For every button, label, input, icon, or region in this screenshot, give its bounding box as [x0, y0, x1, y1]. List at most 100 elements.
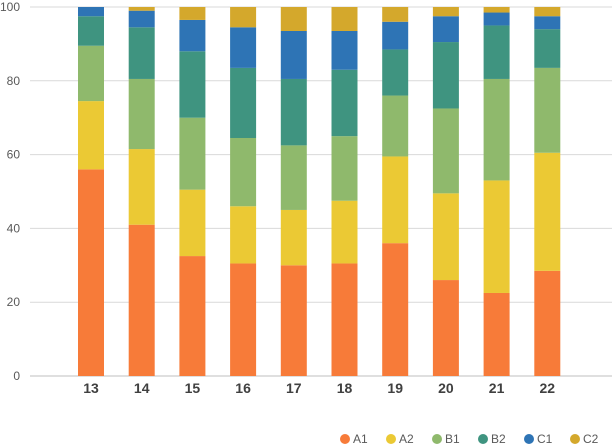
- bar-segment-B2-14: [128, 27, 155, 79]
- bar-segment-C2-20: [432, 7, 459, 17]
- bar-segment-A1-19: [382, 243, 409, 376]
- bar-segment-C1-21: [483, 12, 510, 26]
- legend-item-C1: C1: [524, 432, 553, 446]
- bar-segment-C2-14: [128, 7, 155, 11]
- bar-segment-B2-19: [382, 49, 409, 96]
- gridlines: [30, 6, 612, 377]
- bar-segment-C2-22: [534, 7, 561, 17]
- bar-segment-A1-22: [534, 270, 561, 376]
- bar-stack-15: [179, 7, 206, 376]
- bar-segment-C1-13: [78, 7, 104, 17]
- bar-segment-A2-16: [230, 206, 257, 264]
- y-tick-label: 100: [0, 0, 20, 14]
- y-tick-label: 40: [7, 221, 21, 235]
- x-tick-label: 14: [134, 380, 150, 396]
- x-tick-label: 16: [235, 380, 251, 396]
- legend-item-A1: A1: [340, 432, 368, 446]
- bar-segment-B1-17: [280, 145, 307, 210]
- x-tick-label: 13: [83, 380, 99, 396]
- y-tick-label: 0: [13, 369, 20, 383]
- bar-segment-C1-18: [331, 30, 358, 70]
- x-tick-label: 21: [489, 380, 505, 396]
- bar-segment-C2-16: [230, 7, 257, 28]
- legend-label: C1: [537, 432, 553, 446]
- bar-segment-A2-18: [331, 200, 358, 264]
- bar-segment-A1-14: [128, 224, 155, 376]
- bar-segment-C1-15: [179, 19, 206, 52]
- x-axis: 13 14 15 16 17 18 19 20 21 22: [83, 380, 555, 396]
- x-tick-label: 20: [438, 380, 454, 396]
- bar-segment-B2-22: [534, 29, 561, 68]
- bar-segment-B2-20: [432, 42, 459, 109]
- bar-segment-B2-13: [78, 16, 104, 46]
- bar-segment-C1-16: [230, 27, 257, 68]
- bar-segment-B2-16: [230, 67, 257, 138]
- y-tick-label: 20: [7, 295, 21, 309]
- bar-segment-B2-18: [331, 69, 358, 137]
- bar-segment-A1-15: [179, 256, 206, 376]
- bar-segment-A2-22: [534, 152, 561, 271]
- bar-stack-22: [534, 7, 561, 376]
- x-tick-label: 22: [540, 380, 556, 396]
- bar-segment-B1-21: [483, 78, 510, 181]
- bar-stack-13: [78, 7, 104, 376]
- legend-label: A2: [399, 432, 414, 446]
- legend: A1 A2 B1 B2 C1 C2: [340, 432, 599, 446]
- bar-stack-21: [483, 7, 510, 376]
- legend-label: B2: [491, 432, 506, 446]
- legend-label: C2: [583, 432, 599, 446]
- legend-marker: [386, 434, 396, 444]
- bar-segment-A1-16: [230, 263, 257, 376]
- bar-segment-A2-14: [128, 149, 155, 225]
- legend-item-B2: B2: [478, 432, 506, 446]
- legend-marker: [478, 434, 488, 444]
- bar-stack-18: [331, 7, 358, 376]
- bar-segment-B1-18: [331, 136, 358, 201]
- legend-label: A1: [353, 432, 368, 446]
- legend-label: B1: [445, 432, 460, 446]
- bar-segment-C2-17: [280, 7, 307, 31]
- legend-item-A2: A2: [386, 432, 414, 446]
- bar-segment-C2-15: [179, 7, 206, 20]
- bar-stack-17: [280, 7, 307, 376]
- bar-stack-14: [128, 7, 155, 376]
- legend-marker: [340, 434, 350, 444]
- bar-segment-A2-13: [78, 101, 104, 170]
- bar-segment-A2-20: [432, 193, 459, 281]
- bar-stack-20: [432, 7, 459, 376]
- bar-segment-C2-21: [483, 7, 510, 13]
- bar-segment-A2-17: [280, 209, 307, 266]
- bar-segment-A1-13: [78, 169, 104, 376]
- x-tick-label: 18: [337, 380, 353, 396]
- x-tick-label: 17: [286, 380, 302, 396]
- bar-segment-C2-19: [382, 7, 409, 22]
- bar-segment-C1-19: [382, 21, 409, 50]
- bar-segment-B2-21: [483, 25, 510, 79]
- x-tick-label: 19: [387, 380, 403, 396]
- bar-segment-C2-18: [331, 7, 358, 31]
- legend-marker: [570, 434, 580, 444]
- bar-segment-A2-15: [179, 189, 206, 257]
- legend-marker: [432, 434, 442, 444]
- bar-segment-A1-20: [432, 280, 459, 376]
- legend-item-C2: C2: [570, 432, 599, 446]
- bar-stack-19: [382, 7, 409, 376]
- y-tick-label: 80: [7, 74, 21, 88]
- bar-stack-16: [230, 7, 257, 376]
- legend-marker: [524, 434, 534, 444]
- bar-segment-B2-15: [179, 51, 206, 118]
- bar-segment-A1-18: [331, 263, 358, 376]
- bar-segment-A2-21: [483, 180, 510, 293]
- bar-segment-A2-19: [382, 156, 409, 244]
- bar-segment-B1-20: [432, 108, 459, 194]
- bar-segment-C1-17: [280, 30, 307, 79]
- bar-segment-B2-17: [280, 78, 307, 146]
- bars: [78, 7, 561, 376]
- bar-segment-A1-17: [280, 265, 307, 376]
- bar-segment-A1-21: [483, 292, 510, 376]
- bar-segment-B1-15: [179, 117, 206, 190]
- bar-segment-B1-13: [78, 45, 104, 102]
- bar-segment-C1-20: [432, 16, 459, 43]
- bar-segment-B1-14: [128, 78, 155, 150]
